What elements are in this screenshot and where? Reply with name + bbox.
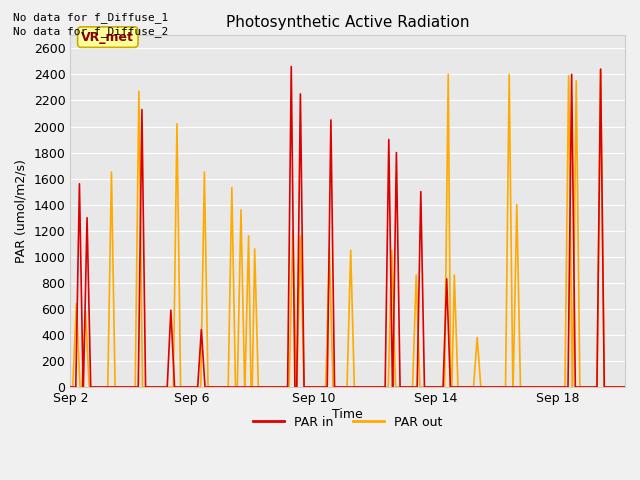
Text: No data for f_Diffuse_1: No data for f_Diffuse_1: [13, 12, 168, 23]
Text: VR_met: VR_met: [81, 31, 134, 44]
X-axis label: Time: Time: [332, 408, 363, 420]
Text: No data for f_Diffuse_2: No data for f_Diffuse_2: [13, 26, 168, 37]
Legend: PAR in, PAR out: PAR in, PAR out: [248, 410, 447, 433]
Title: Photosynthetic Active Radiation: Photosynthetic Active Radiation: [226, 15, 469, 30]
Y-axis label: PAR (umol/m2/s): PAR (umol/m2/s): [15, 159, 28, 263]
